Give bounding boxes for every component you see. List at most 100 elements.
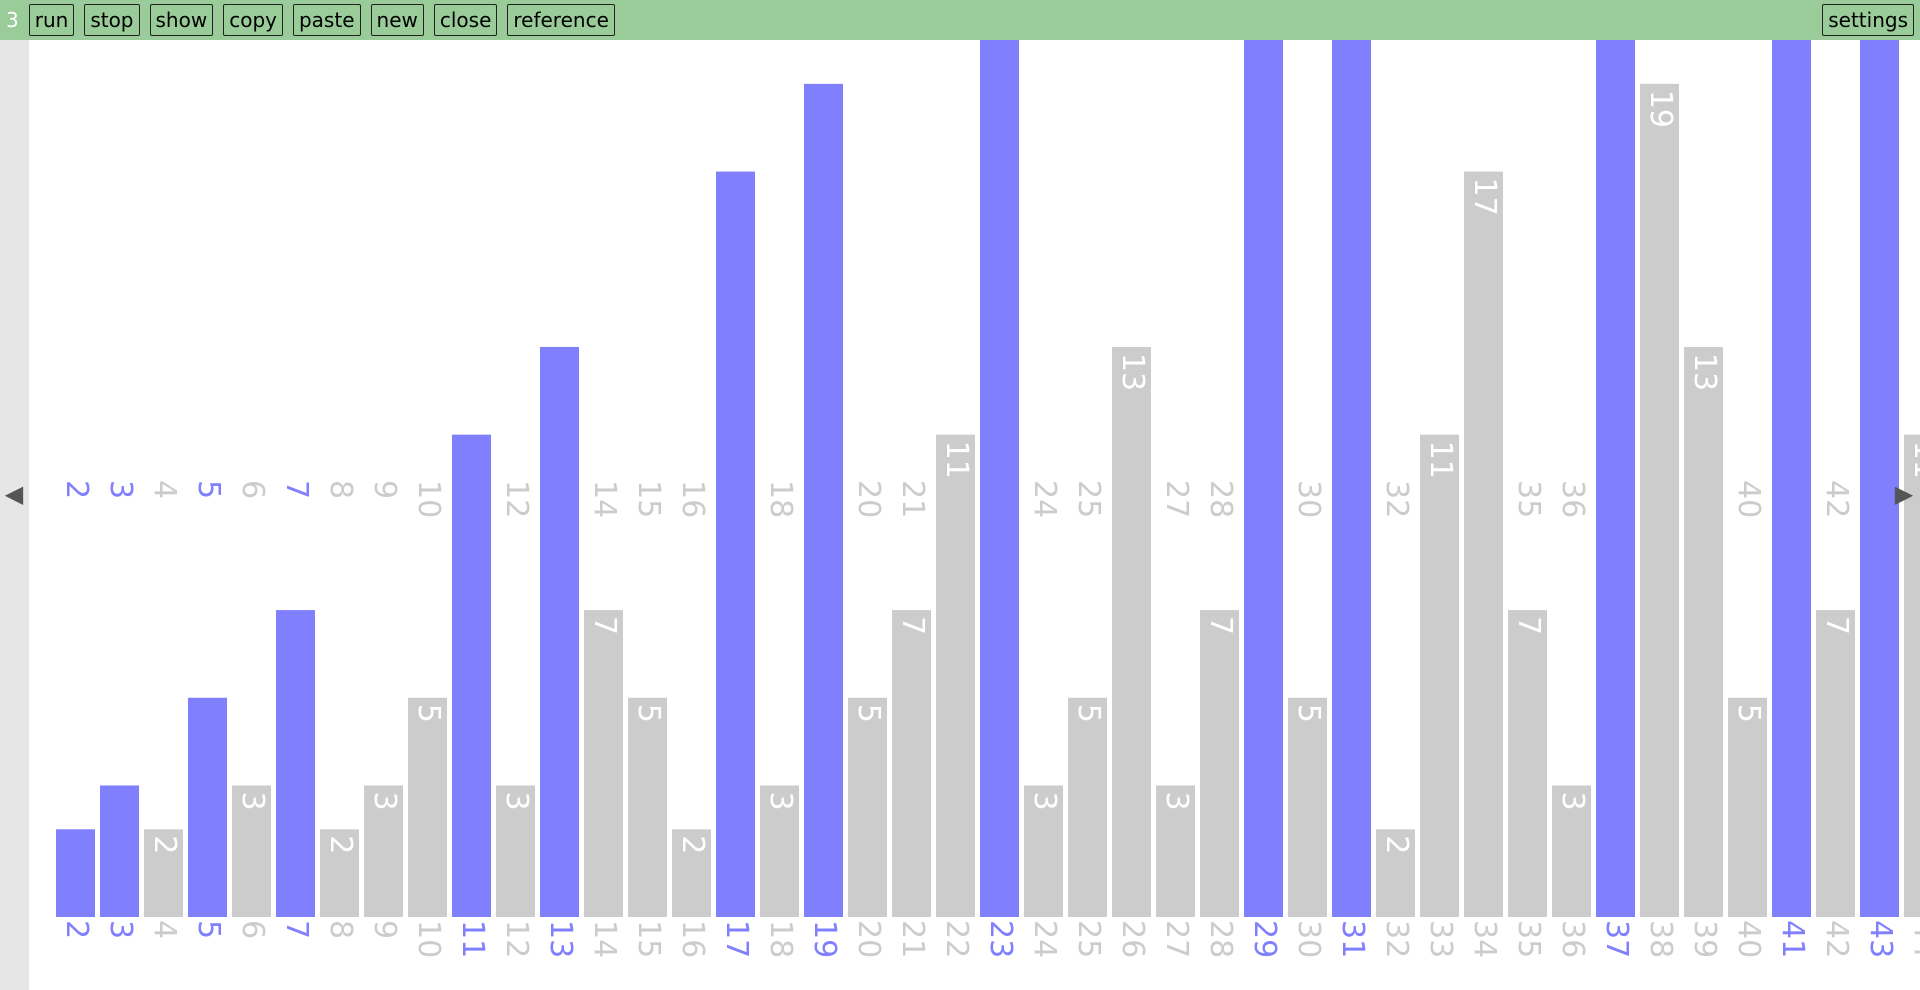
bar-value-label: 5: [1731, 704, 1766, 723]
x-tick-label: 30: [1291, 920, 1326, 958]
bar: [1860, 40, 1899, 918]
x-tick-label: 11: [455, 920, 490, 958]
bar-value-label: 11: [939, 441, 974, 479]
bar-value-label: 7: [587, 616, 622, 635]
close-button[interactable]: close: [433, 4, 498, 36]
mid-label: 3: [103, 480, 138, 499]
scroll-right[interactable]: ▶: [1895, 480, 1914, 508]
plot: 2345678910111213141516171819202122232425…: [56, 40, 1920, 958]
bar-value-label: 2: [147, 835, 182, 854]
bar-value-label: 3: [1555, 791, 1590, 810]
x-tick-label: 18: [763, 920, 798, 958]
bar: [100, 785, 139, 917]
x-tick-label: 8: [323, 920, 358, 939]
x-tick-label: 32: [1379, 920, 1414, 958]
mid-label: 10: [411, 480, 446, 518]
bar-value-label: 5: [1071, 704, 1106, 723]
bar: [1024, 785, 1063, 917]
run-button[interactable]: run: [28, 4, 75, 36]
mid-label: 42: [1819, 480, 1854, 518]
bar-value-label: 17: [1467, 178, 1502, 216]
mid-label: 2: [59, 480, 94, 499]
show-button[interactable]: show: [149, 4, 214, 36]
bar-value-label: 5: [411, 704, 446, 723]
mid-label: 20: [851, 480, 886, 518]
paste-button[interactable]: paste: [292, 4, 361, 36]
x-tick-label: 4: [147, 920, 182, 939]
x-tick-label: 17: [719, 920, 754, 958]
bar: [1288, 697, 1327, 917]
bar: [144, 829, 183, 917]
bar: [716, 171, 755, 918]
x-tick-label: 23: [983, 920, 1018, 958]
bar: [1684, 346, 1723, 917]
bar: [188, 697, 227, 917]
x-tick-label: 12: [499, 920, 534, 958]
x-tick-label: 33: [1423, 920, 1458, 958]
bar: [848, 697, 887, 917]
settings-button[interactable]: settings: [1822, 4, 1914, 36]
bar-value-label: 13: [1687, 353, 1722, 391]
x-tick-label: 37: [1599, 920, 1634, 958]
x-tick-label: 16: [675, 920, 710, 958]
x-tick-label: 25: [1071, 920, 1106, 958]
bar: [1244, 40, 1283, 918]
bar: [56, 829, 95, 917]
bar: [1200, 610, 1239, 917]
x-tick-label: 13: [543, 920, 578, 958]
x-tick-label: 2: [59, 920, 94, 939]
mid-label: 15: [631, 480, 666, 518]
bar: [1552, 785, 1591, 917]
x-tick-label: 20: [851, 920, 886, 958]
x-tick-label: 43: [1863, 920, 1898, 958]
bar-value-label: 5: [851, 704, 886, 723]
scroll-left[interactable]: ◀: [5, 480, 24, 508]
x-tick-label: 29: [1247, 920, 1282, 958]
bar-value-label: 11: [1907, 441, 1920, 479]
bar: [1156, 785, 1195, 917]
bar: [540, 346, 579, 917]
bar: [232, 785, 271, 917]
x-tick-label: 14: [587, 920, 622, 958]
mid-label: 36: [1555, 480, 1590, 518]
bar-value-label: 5: [1291, 704, 1326, 723]
bar-value-label: 13: [1115, 353, 1150, 391]
x-tick-label: 27: [1159, 920, 1194, 958]
bar-value-label: 3: [1159, 791, 1194, 810]
reference-button[interactable]: reference: [507, 4, 615, 36]
x-tick-label: 22: [939, 920, 974, 958]
bar-value-label: 3: [367, 791, 402, 810]
mid-label: 27: [1159, 480, 1194, 518]
toolbar: 3 run stop show copy paste new close ref…: [0, 0, 1920, 40]
mid-label: 24: [1027, 480, 1062, 518]
bar-value-label: 7: [895, 616, 930, 635]
bar: [760, 785, 799, 917]
x-tick-label: 10: [411, 920, 446, 958]
stop-button[interactable]: stop: [84, 4, 140, 36]
bar: [452, 434, 491, 917]
bar-value-label: 7: [1511, 616, 1546, 635]
bar: [1376, 829, 1415, 917]
x-tick-label: 19: [807, 920, 842, 958]
bar: [1816, 610, 1855, 917]
x-tick-label: 34: [1467, 920, 1502, 958]
bar: [1508, 610, 1547, 917]
bar-value-label: 7: [1819, 616, 1854, 635]
bar: [1068, 697, 1107, 917]
bar: [1464, 171, 1503, 918]
x-tick-label: 40: [1731, 920, 1766, 958]
bar-value-label: 11: [1423, 441, 1458, 479]
bar: [320, 829, 359, 917]
bar: [276, 610, 315, 917]
bar: [892, 610, 931, 917]
chart: ◀ 23456789101112131415161718192021222324…: [0, 40, 1920, 990]
bar-value-label: 2: [1379, 835, 1414, 854]
copy-button[interactable]: copy: [223, 4, 283, 36]
mid-label: 28: [1203, 480, 1238, 518]
new-button[interactable]: new: [370, 4, 424, 36]
x-tick-label: 42: [1819, 920, 1854, 958]
x-tick-label: 38: [1643, 920, 1678, 958]
bar: [1112, 346, 1151, 917]
x-tick-label: 44: [1907, 920, 1920, 958]
